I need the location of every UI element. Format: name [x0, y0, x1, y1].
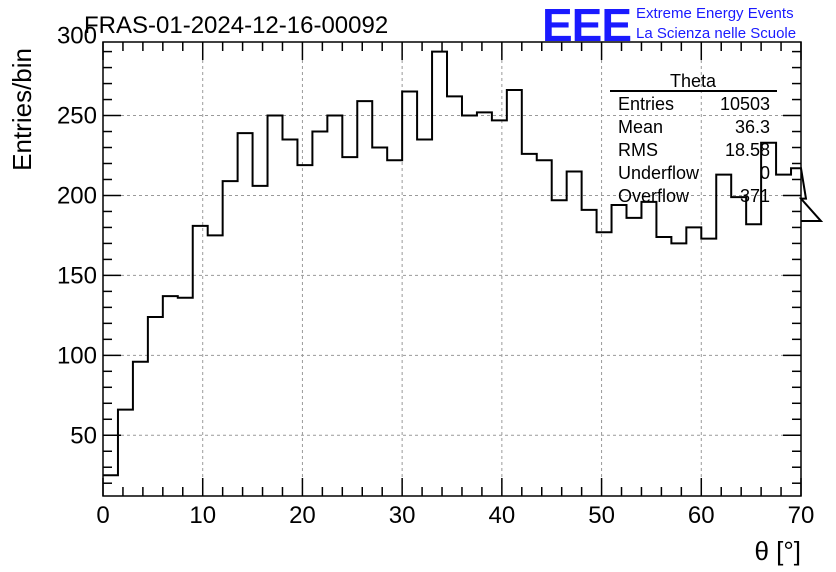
x-tick-labels: 0 10 20 30 40 50 60 70	[96, 502, 814, 529]
y-tick-label: 200	[57, 182, 97, 209]
stats-row-label: Entries	[618, 94, 674, 114]
axis-ticks	[102, 42, 802, 496]
histogram-line	[103, 50, 824, 477]
x-tick-label: 70	[788, 502, 815, 529]
stats-row-label: Underflow	[618, 163, 700, 183]
x-tick-label: 60	[688, 502, 715, 529]
y-axis-label: Entries/bin	[7, 48, 37, 171]
stats-box: Theta Entries 10503 Mean 36.3 RMS 18.58 Underf…	[610, 71, 777, 206]
chart-title: FRAS-01-2024-12-16-00092	[84, 12, 388, 39]
y-tick-label: 100	[57, 342, 97, 369]
y-tick-label: 150	[57, 262, 97, 289]
stats-row-value: 10503	[720, 94, 770, 114]
stats-row-label: Mean	[618, 117, 663, 137]
y-tick-label: 250	[57, 103, 97, 130]
eee-logo-mark: EEE	[542, 0, 632, 51]
y-tick-label: 50	[70, 422, 97, 449]
y-tick-label: 300	[57, 23, 97, 50]
x-tick-label: 20	[289, 502, 316, 529]
x-tick-label: 0	[96, 502, 109, 529]
grid-lines	[103, 42, 801, 496]
stats-row-value: 36.3	[735, 117, 770, 137]
stats-rows: Entries 10503 Mean 36.3 RMS 18.58 Underflow 0 Ov…	[618, 94, 770, 206]
stats-row-value: 18.58	[725, 140, 770, 160]
logo-tagline-1: Extreme Energy Events	[636, 5, 794, 22]
x-tick-label: 50	[588, 502, 615, 529]
x-axis-label: θ [°]	[754, 536, 801, 566]
x-tick-label: 10	[189, 502, 216, 529]
eee-logo: EEE Extreme Energy Events La Scienza nel…	[542, 0, 832, 51]
x-tick-label: 30	[389, 502, 416, 529]
y-tick-labels: 50 100 150 200 250 300	[57, 23, 97, 450]
stats-row-label: Overflow	[618, 186, 690, 206]
stats-row-value: 371	[740, 186, 770, 206]
stats-row-label: RMS	[618, 140, 658, 160]
stats-title: Theta	[670, 71, 717, 91]
plot-frame	[102, 41, 802, 497]
x-tick-label: 40	[489, 502, 516, 529]
logo-tagline-2: La Scienza nelle Scuole	[636, 25, 797, 42]
stats-row-value: 0	[760, 163, 770, 183]
